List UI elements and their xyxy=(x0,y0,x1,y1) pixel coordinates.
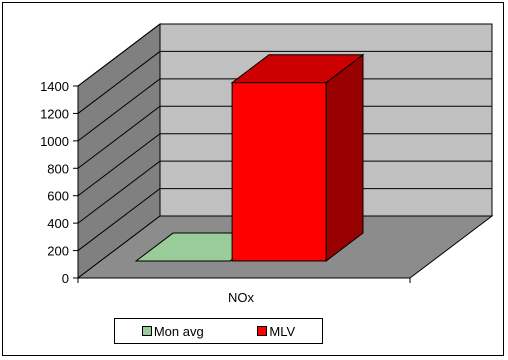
y-tick-label: 1200 xyxy=(40,106,69,121)
axes xyxy=(73,85,411,283)
bar-mlv-side xyxy=(325,53,364,262)
y-tick-label: 400 xyxy=(47,216,69,231)
bars xyxy=(134,53,365,262)
gridlines xyxy=(77,23,492,251)
legend-swatch-mlv xyxy=(257,326,268,336)
gridline xyxy=(77,188,492,251)
legend-swatch-mon-avg xyxy=(141,326,152,336)
bar-mlv xyxy=(231,82,327,262)
gridline xyxy=(77,133,492,197)
gridline xyxy=(77,23,492,87)
gridline xyxy=(77,105,492,169)
y-tick-label: 1400 xyxy=(40,79,69,94)
y-tick-label: 800 xyxy=(47,161,69,176)
legend: Mon avg MLV xyxy=(114,318,323,344)
gridline xyxy=(77,78,492,142)
legend-item-mlv: MLV xyxy=(257,324,295,339)
x-category-label: NOx xyxy=(228,290,255,305)
gridline xyxy=(77,50,492,114)
legend-label-mlv: MLV xyxy=(269,323,296,339)
y-tick-labels: 0 200 400 600 800 1000 1200 1400 xyxy=(40,79,69,286)
y-tick-label: 0 xyxy=(62,271,69,286)
gridline xyxy=(77,160,492,224)
y-tick-label: 1000 xyxy=(40,134,69,149)
y-tick-label: 200 xyxy=(47,244,69,259)
legend-label-mon-avg: Mon avg xyxy=(153,323,204,339)
legend-item-mon-avg: Mon avg xyxy=(141,323,204,339)
y-tick-label: 600 xyxy=(47,189,69,204)
